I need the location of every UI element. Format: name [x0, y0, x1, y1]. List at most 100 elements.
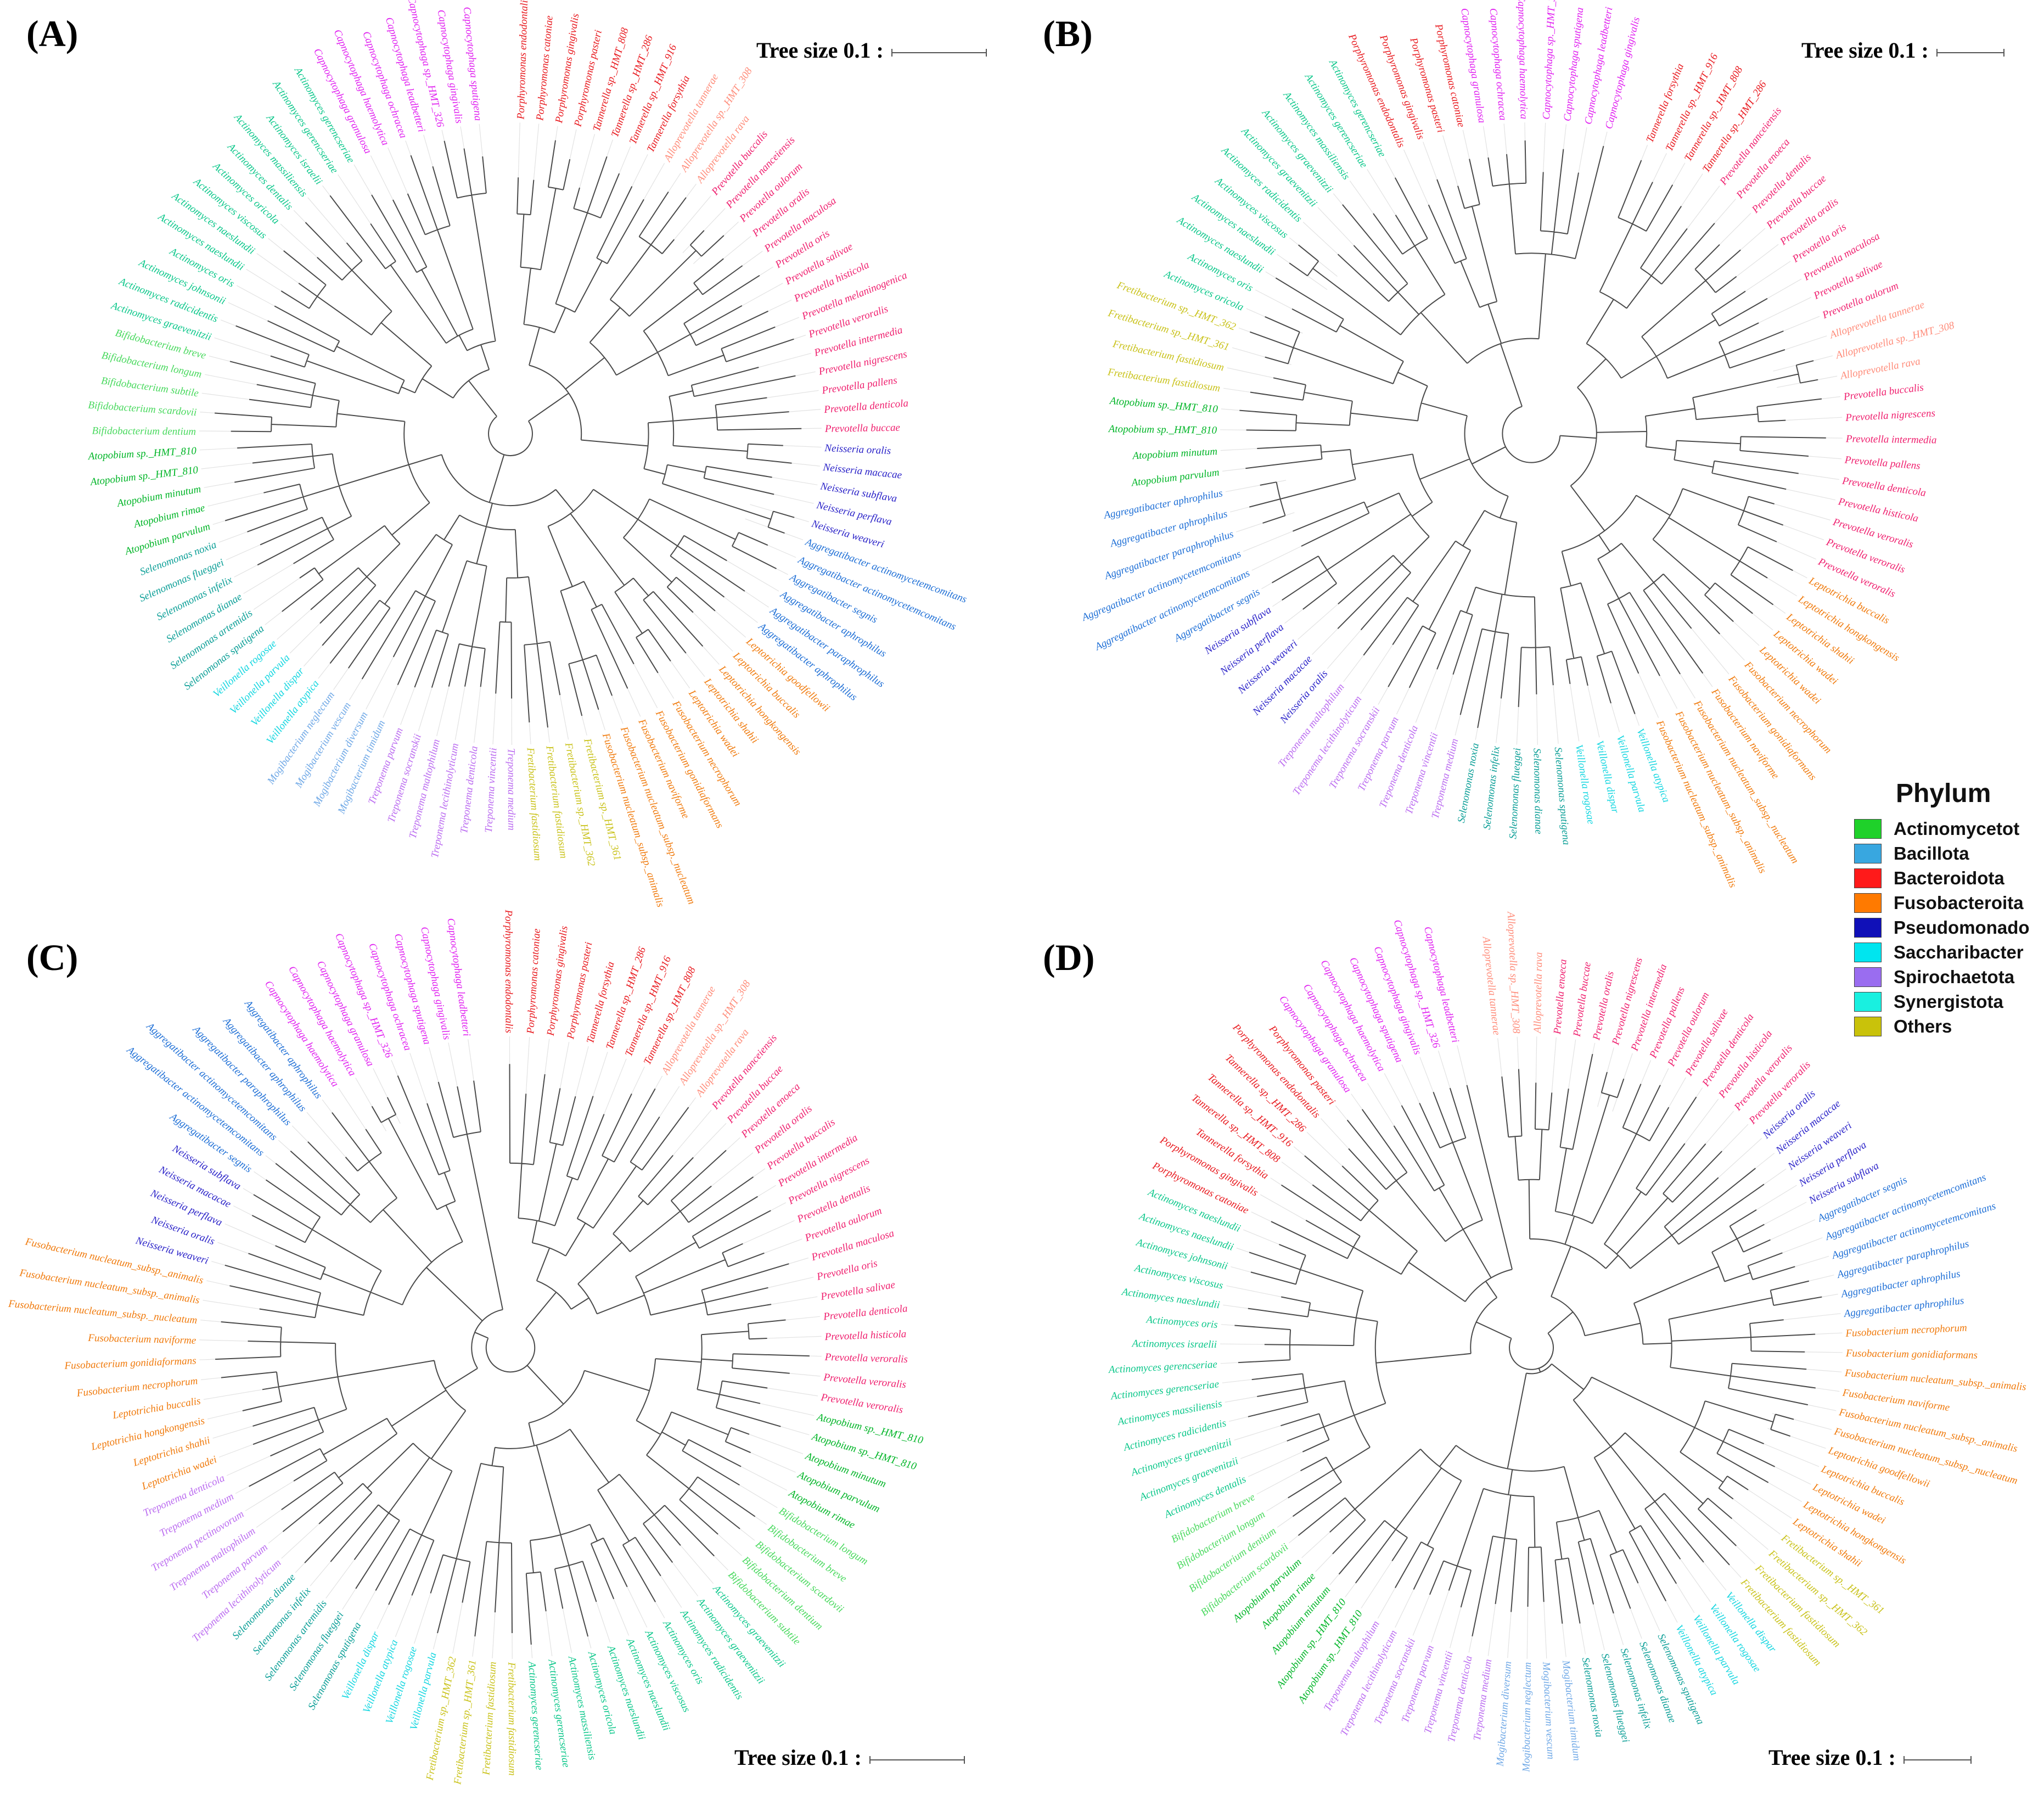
leaf-guide	[518, 122, 520, 184]
legend-swatch	[1854, 917, 1882, 938]
scale-bar-legend: Tree size 0.1 :	[1768, 1745, 1972, 1770]
taxon-label: Neisseria macacae	[822, 462, 902, 481]
taxon-label: Neisseria subflava	[819, 480, 897, 504]
legend-label: Actinomycetot	[1894, 818, 2020, 839]
legend-item: Spirochaetota	[1854, 964, 2030, 989]
taxon-label: Actinomyces gerencseriae	[1109, 1378, 1220, 1403]
legend-title: Phylum	[1896, 779, 1991, 808]
taxon-label: Prevotella oralis	[1591, 970, 1616, 1041]
taxon-label: Veillonella rogosae	[1573, 744, 1597, 825]
leaf-guide	[201, 461, 262, 469]
leaf-guide	[1740, 1484, 1792, 1519]
taxon-label: Fretibacterium fastidiosum	[506, 1662, 518, 1776]
leaf-guide	[532, 124, 540, 185]
legend-label: Bacillota	[1894, 843, 1969, 863]
leaf-guide	[726, 559, 779, 592]
panel-label: (C)	[26, 936, 78, 978]
leaf-guide	[732, 1461, 788, 1491]
taxon-label: Fretibacterium sp._HMT_361	[452, 1659, 479, 1786]
taxon-label: Leptotrichia wadei	[1771, 628, 1840, 687]
taxon-label: Treponema medium	[1472, 1658, 1495, 1741]
scale-bar-legend: Tree size 0.1 :	[756, 37, 987, 63]
taxon-label: Capnocytophaga ochracea	[1487, 8, 1509, 121]
leaf-guide	[1431, 1584, 1452, 1643]
taxon-label: Prevotella buccae	[725, 1063, 785, 1126]
taxon-label: Selenomonas noxia	[1456, 742, 1481, 824]
leaf-guide	[1729, 244, 1779, 282]
taxon-label: Prevotella denticola	[822, 1303, 908, 1322]
leaf-guide	[525, 1037, 530, 1098]
leaf-guide	[1569, 680, 1580, 742]
leaf-guide	[751, 353, 811, 370]
taxon-label: Prevotella enoeca	[1552, 959, 1569, 1035]
leaf-guide	[207, 491, 268, 507]
taxon-label: Veillonella parvula	[1691, 1613, 1742, 1687]
legend-label: Spirochaetota	[1894, 966, 2015, 987]
leaf-guide	[757, 390, 819, 400]
leaf-guide	[1771, 502, 1830, 521]
leaf-guide	[245, 1478, 298, 1511]
taxon-label: Leptotrichia shahii	[1790, 1516, 1864, 1569]
taxon-label: Prevotella intermedia	[1845, 433, 1937, 446]
taxon-label: Atopobium sp._HMT_810	[1108, 395, 1218, 416]
scale-label: Tree size 0.1 :	[1768, 1745, 1896, 1770]
leaf-guide	[1585, 677, 1600, 738]
taxon-label: Selenomonas dianae	[1531, 748, 1544, 834]
tree-panel-c: Porphyromonas endodontalis Porphyromonas …	[7, 909, 924, 1785]
tree-panel-d: Alloprevotella tannerae Alloprevotella sp…	[1107, 910, 2026, 1773]
taxon-label: Atopobium sp._HMT_810	[89, 464, 199, 488]
scale-bar-legend: Tree size 0.1 :	[734, 1745, 965, 1770]
legend-swatch	[1854, 991, 1882, 1012]
taxon-label: Prevotella denticola	[1841, 475, 1927, 499]
leaf-guide	[409, 1053, 430, 1112]
leaf-guide	[1739, 261, 1791, 296]
taxon-label: Selenomonas sputigena	[1552, 747, 1572, 845]
phylum-legend: Phylum Actinomycetot Bacillota Bacteroidot…	[1854, 778, 2030, 1039]
leaf-guide	[1681, 1098, 1719, 1148]
leaf-guide	[738, 1220, 795, 1246]
taxon-label: Fusobacterium nucleatum_subsp._nucleatum	[7, 1298, 198, 1326]
legend-item: Pseudomonado	[1854, 915, 2030, 940]
taxon-label: Tannerella sp._HMT_916	[1664, 52, 1721, 153]
leaf-guide	[1442, 135, 1461, 194]
scale-bar	[869, 1756, 965, 1764]
panel-b: (B) Tree size 0.1 :	[1022, 0, 2044, 908]
leaf-guide	[253, 574, 305, 610]
leaf-guide	[705, 1152, 754, 1192]
scale-bar-legend: Tree size 0.1 :	[1801, 37, 2004, 63]
taxon-label: Actinomyces naeslundii	[1120, 1286, 1221, 1311]
legend-label: Pseudomonado	[1894, 917, 2030, 938]
leaf-guide	[1675, 1551, 1711, 1602]
leaf-guide	[1634, 1575, 1660, 1631]
panel-label: (B)	[1043, 13, 1093, 54]
taxon-label: Prevotella salivae	[819, 1279, 896, 1303]
panel-c: (C) Tree size 0.1 :	[0, 908, 1022, 1817]
tree-branches	[215, 1064, 810, 1645]
leaf-guide	[454, 679, 467, 741]
taxon-label: Neisseria weaveri	[1236, 638, 1300, 697]
taxon-label: Porphyromonas catoniae	[534, 15, 555, 121]
taxon-label: Capnocytophaga haemolytica	[1515, 0, 1530, 119]
taxon-label: Neisseria macacae	[1250, 653, 1315, 718]
taxon-label: Prevotella veroralis	[824, 1351, 908, 1365]
leaf-guide	[745, 1432, 804, 1454]
taxon-label: Prevotella dentalis	[1749, 152, 1813, 216]
panel-d: (D) Tree size 0.1 :	[1022, 908, 2044, 1817]
taxon-label: Prevotella buccae	[1571, 961, 1593, 1038]
legend-swatch	[1854, 942, 1882, 962]
taxon-label: Porphyromonas catoniae	[525, 928, 543, 1035]
taxon-label: Fusobacterium nucleatum_subsp._animalis	[1838, 1406, 2019, 1455]
legend-item: Saccharibacter	[1854, 940, 2030, 964]
taxon-label: Capnocytophaga sputigena	[1562, 7, 1586, 121]
leaf-guide	[1403, 149, 1430, 206]
tree-branches	[1239, 140, 1826, 728]
leaf-guide	[1435, 671, 1455, 730]
leaf-guide	[338, 174, 373, 226]
leaf-guide	[243, 562, 297, 594]
leaf-guide	[203, 1389, 265, 1400]
taxon-label: Actinomyces gerencseriae	[1107, 1359, 1217, 1376]
taxon-label: Treponema socranskii	[1327, 705, 1383, 790]
taxon-label: Atopobium minutum	[1131, 446, 1218, 462]
leaf-guide	[1526, 1597, 1529, 1659]
